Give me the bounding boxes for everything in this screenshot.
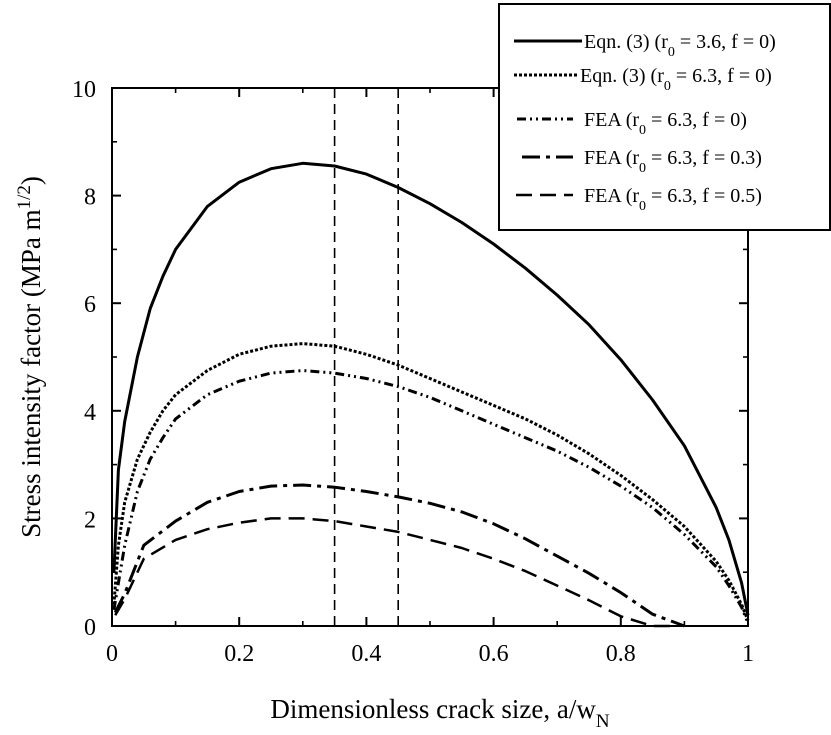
y-tick-label: 0 [84,615,96,641]
series-line-4 [113,483,685,628]
series-line-1 [112,161,750,616]
x-tick-label: 0.4 [351,641,381,667]
series-line-2 [112,342,750,622]
y-axis-label-main: Stress intensity factor (MPa m [16,209,46,537]
x-tick-label: 0.8 [606,641,636,667]
legend-r-sub: 0 [639,161,646,176]
series-line-3 [112,369,750,624]
y-tick-label: 10 [72,77,96,103]
x-axis-label-sub: N [596,711,610,732]
reference-lines [333,88,400,626]
legend-r-sub: 0 [664,79,671,94]
legend-params: = 6.3, f = 0.5) [646,185,762,207]
legend-name: Eqn. (3) [580,65,646,87]
legend-r: r [632,109,639,131]
series-line-5 [114,517,672,628]
legend-params: = 3.6, f = 0) [675,31,776,53]
legend-r-sub: 0 [639,123,646,138]
legend-name: FEA [584,109,622,131]
y-axis-label: Stress intensity factor (MPa m1/2) [14,176,46,538]
legend-r: r [632,185,639,207]
x-axis-label: Dimensionless crack size, a/wN [270,694,609,732]
legend-name: FEA [584,185,622,207]
legend-paren: ( [621,185,633,207]
legend-entry-5: FEA (r0 = 6.3, f = 0.5) [584,185,762,214]
legend-r-sub: 0 [668,45,675,60]
legend-paren: ( [621,109,633,131]
x-tick-label: 0 [106,641,118,667]
legend-r-sub: 0 [639,199,646,214]
x-axis-label-main: Dimensionless crack size, a/w [270,694,596,724]
legend-name: Eqn. (3) [584,31,650,53]
legend-paren: ( [650,31,662,53]
legend-entry-4: FEA (r0 = 6.3, f = 0.3) [584,147,762,176]
legend-params: = 6.3, f = 0.3) [646,147,762,169]
x-tick-label: 0.2 [224,641,254,667]
y-tick-label: 4 [84,400,96,426]
legend-entry-3: FEA (r0 = 6.3, f = 0) [584,109,747,138]
legend-entry-2: Eqn. (3) (r0 = 6.3, f = 0) [580,65,772,94]
legend-params: = 6.3, f = 0) [646,109,747,131]
legend-r: r [657,65,664,87]
y-tick-label: 6 [84,292,96,318]
legend-params: = 6.3, f = 0) [671,65,772,87]
x-tick-label: 1 [742,641,754,667]
legend-paren: ( [621,147,633,169]
y-tick-label: 8 [84,185,96,211]
x-tick-label: 0.6 [479,641,509,667]
legend: Eqn. (3) (r0 = 3.6, f = 0)Eqn. (3) (r0 =… [498,3,831,231]
legend-paren: ( [646,65,658,87]
series-group [112,161,750,628]
y-tick-label: 2 [84,507,96,533]
legend-entry-1: Eqn. (3) (r0 = 3.6, f = 0) [584,31,776,60]
legend-name: FEA [584,147,622,169]
y-axis-label-sup: 1/2 [14,185,35,209]
legend-r: r [632,147,639,169]
legend-r: r [661,31,668,53]
y-axis-label-close: ) [16,176,46,185]
